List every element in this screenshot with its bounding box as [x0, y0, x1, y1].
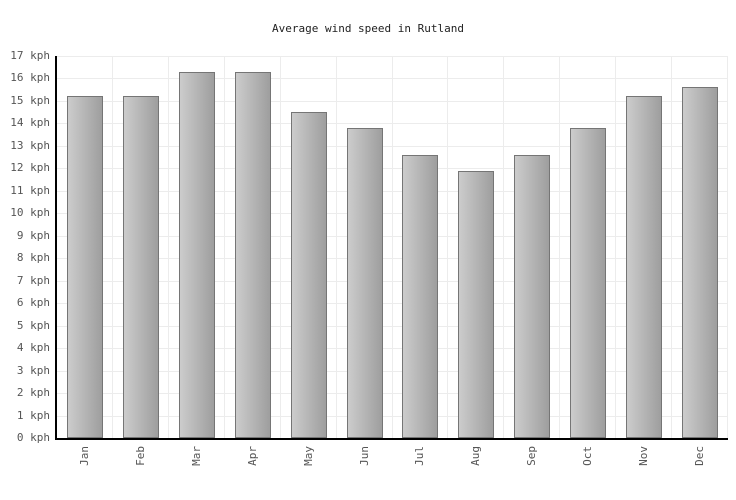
x-gridline [280, 56, 281, 438]
chart-title: Average wind speed in Rutland [271, 22, 465, 35]
bar-apr [235, 72, 271, 438]
y-tick-label: 1 kph [16, 409, 50, 422]
x-tick-label-jun: Jun [358, 446, 371, 466]
x-gridline [168, 56, 169, 438]
y-tick-label: 17 kph [10, 49, 50, 62]
bar-oct [570, 128, 606, 438]
x-gridline [224, 56, 225, 438]
y-tick-label: 14 kph [10, 116, 50, 129]
y-tick-label: 4 kph [16, 341, 50, 354]
y-tick-label: 9 kph [16, 229, 50, 242]
x-tick-label-jan: Jan [78, 446, 91, 466]
plot-area [55, 56, 728, 440]
bar-aug [458, 171, 494, 438]
bar-nov [626, 96, 662, 438]
bar-jun [347, 128, 383, 438]
x-gridline [671, 56, 672, 438]
x-gridline [615, 56, 616, 438]
x-gridline [559, 56, 560, 438]
bar-jul [402, 155, 438, 438]
y-tick-label: 15 kph [10, 94, 50, 107]
x-tick-label-aug: Aug [469, 446, 482, 466]
y-tick-label: 6 kph [16, 296, 50, 309]
x-tick-label-sep: Sep [525, 446, 538, 466]
x-tick-label-oct: Oct [581, 446, 594, 466]
x-gridline [727, 56, 728, 438]
bar-may [291, 112, 327, 438]
y-tick-label: 13 kph [10, 139, 50, 152]
x-gridline [503, 56, 504, 438]
y-tick-label: 11 kph [10, 184, 50, 197]
bar-sep [514, 155, 550, 438]
y-tick-label: 2 kph [16, 386, 50, 399]
y-tick-label: 3 kph [16, 364, 50, 377]
y-tick-label: 0 kph [16, 431, 50, 444]
x-tick-label-jul: Jul [413, 446, 426, 466]
y-tick-label: 8 kph [16, 251, 50, 264]
bar-feb [123, 96, 159, 438]
bar-mar [179, 72, 215, 438]
x-tick-label-nov: Nov [637, 446, 650, 466]
x-gridline [336, 56, 337, 438]
y-tick-label: 7 kph [16, 274, 50, 287]
x-tick-label-feb: Feb [134, 446, 147, 466]
y-tick-label: 16 kph [10, 71, 50, 84]
x-tick-label-dec: Dec [693, 446, 706, 466]
bar-jan [67, 96, 103, 438]
x-tick-label-may: May [302, 446, 315, 466]
x-gridline [392, 56, 393, 438]
x-tick-label-apr: Apr [246, 446, 259, 466]
y-tick-label: 5 kph [16, 319, 50, 332]
x-tick-label-mar: Mar [190, 446, 203, 466]
y-tick-label: 12 kph [10, 161, 50, 174]
x-gridline [112, 56, 113, 438]
x-gridline [447, 56, 448, 438]
bar-dec [682, 87, 718, 438]
y-tick-label: 10 kph [10, 206, 50, 219]
